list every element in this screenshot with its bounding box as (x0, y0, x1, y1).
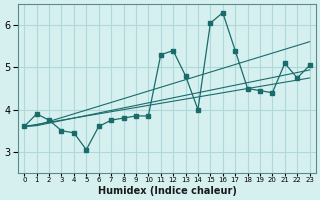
X-axis label: Humidex (Indice chaleur): Humidex (Indice chaleur) (98, 186, 236, 196)
